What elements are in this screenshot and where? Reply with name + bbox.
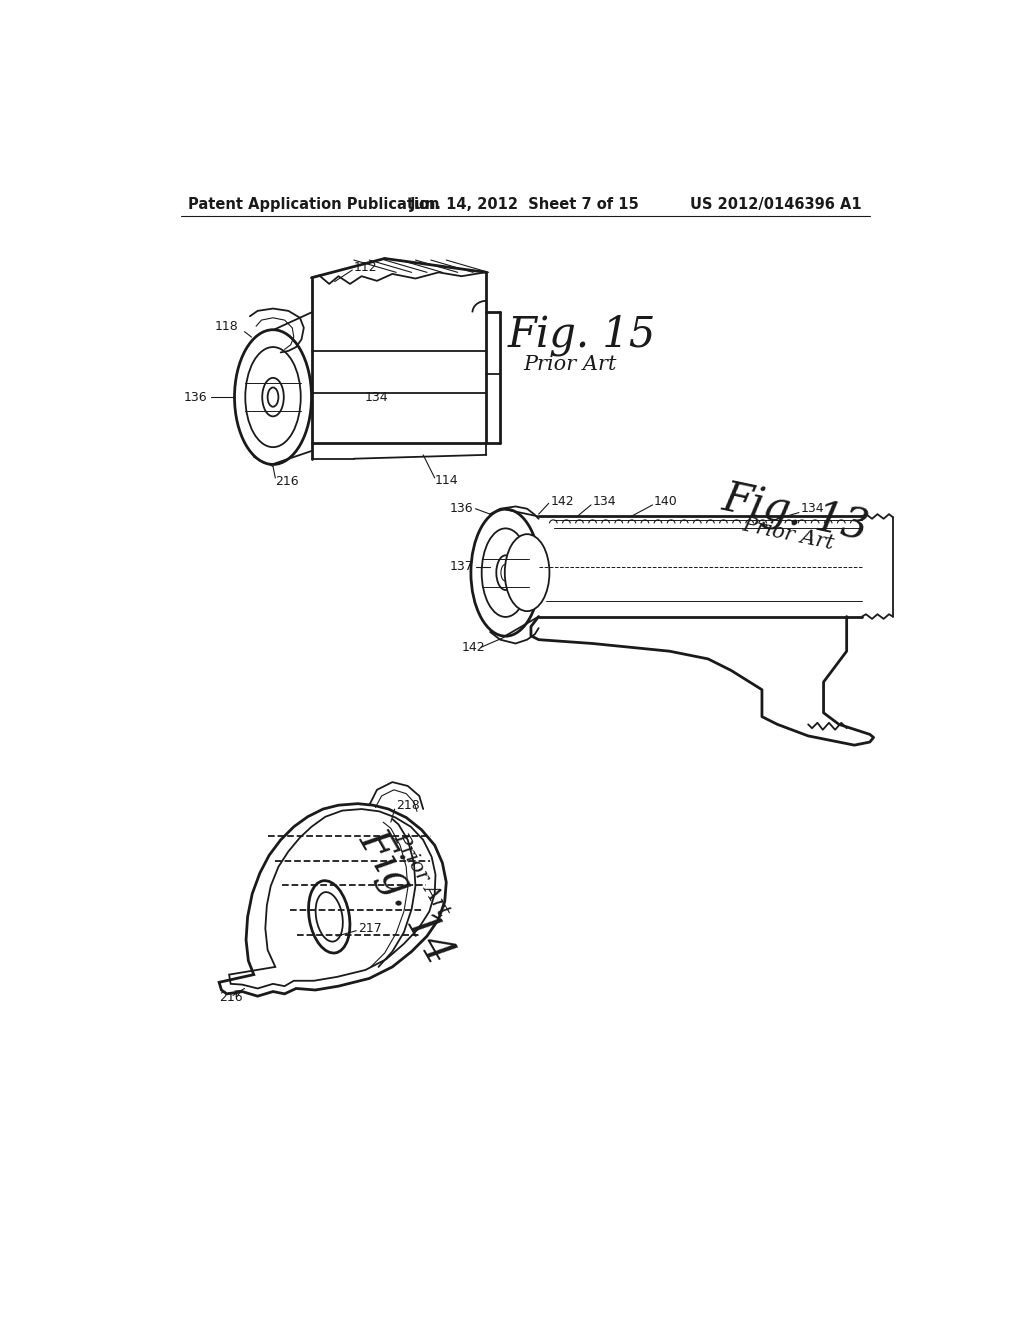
Text: Jun. 14, 2012  Sheet 7 of 15: Jun. 14, 2012 Sheet 7 of 15 xyxy=(410,197,640,213)
Text: 142: 142 xyxy=(550,495,573,508)
Text: 140: 140 xyxy=(654,495,678,508)
Text: 134: 134 xyxy=(801,502,824,515)
Text: 136: 136 xyxy=(450,502,473,515)
Text: 134: 134 xyxy=(366,391,389,404)
Ellipse shape xyxy=(246,347,301,447)
Ellipse shape xyxy=(234,330,311,465)
Ellipse shape xyxy=(471,510,541,636)
Text: 142: 142 xyxy=(462,640,485,653)
Text: 118: 118 xyxy=(215,319,239,333)
Text: Fig. 14: Fig. 14 xyxy=(351,821,462,972)
Text: 216: 216 xyxy=(219,991,243,1005)
Ellipse shape xyxy=(497,556,515,590)
Text: Prior Art: Prior Art xyxy=(740,515,836,553)
Text: Prior Art: Prior Art xyxy=(523,355,616,375)
Text: 112: 112 xyxy=(354,261,378,275)
Text: Prior Art: Prior Art xyxy=(389,830,453,920)
Ellipse shape xyxy=(505,535,550,611)
Text: Patent Application Publication: Patent Application Publication xyxy=(188,197,440,213)
Text: 134: 134 xyxy=(593,495,616,508)
Ellipse shape xyxy=(308,880,350,953)
Text: 216: 216 xyxy=(275,475,299,488)
Text: 218: 218 xyxy=(396,799,420,812)
Ellipse shape xyxy=(481,528,529,616)
Text: 114: 114 xyxy=(435,474,459,487)
Text: 137: 137 xyxy=(450,560,473,573)
Ellipse shape xyxy=(262,378,284,416)
Text: 136: 136 xyxy=(184,391,208,404)
Text: 217: 217 xyxy=(357,921,382,935)
Text: Fig. 15: Fig. 15 xyxy=(508,314,656,356)
Text: Fig. 13: Fig. 13 xyxy=(719,477,872,549)
Text: US 2012/0146396 A1: US 2012/0146396 A1 xyxy=(690,197,862,213)
